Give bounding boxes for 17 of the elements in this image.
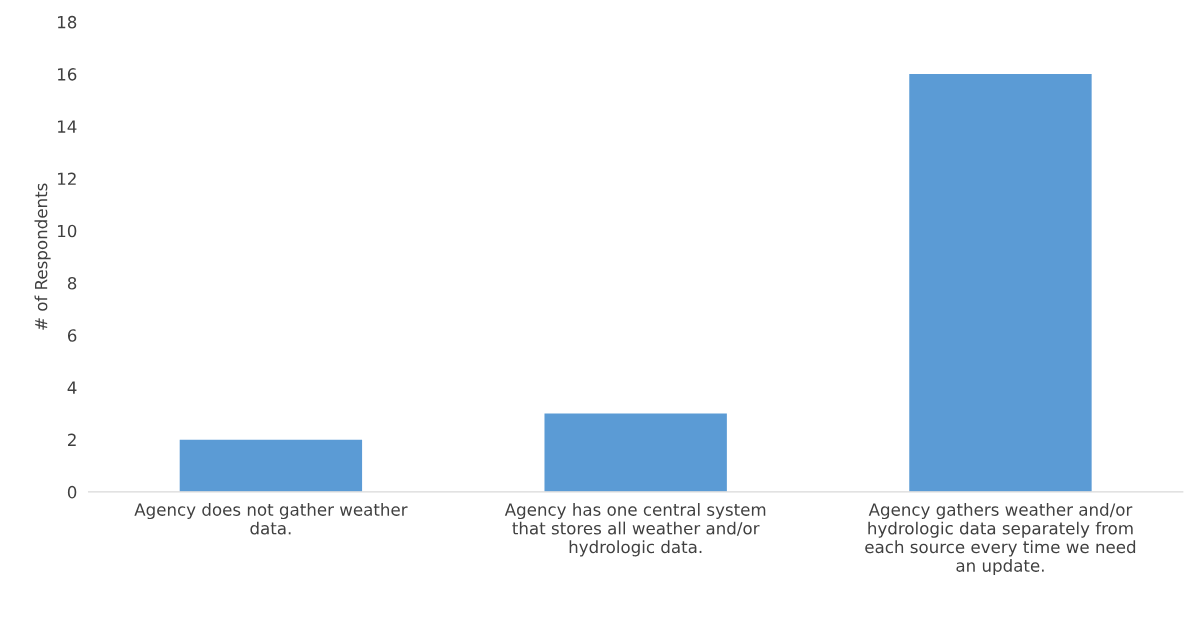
bar bbox=[179, 439, 363, 492]
y-tick-label: 2 bbox=[68, 433, 76, 446]
bar bbox=[544, 413, 727, 492]
x-tick-label: Agency gathers weather and/or hydrologic data separately from each source every time we need an update. bbox=[865, 502, 1136, 576]
bar bbox=[909, 74, 1092, 492]
y-tick-label: 14 bbox=[58, 120, 77, 133]
y-tick-label: 18 bbox=[58, 15, 77, 29]
y-tick-label: 10 bbox=[58, 224, 77, 238]
x-tick-label: Agency does not gather weather data. bbox=[134, 502, 408, 535]
y-axis-title: # of Respondents bbox=[34, 183, 51, 330]
y-tick-label: 16 bbox=[58, 68, 77, 81]
x-tick-label: Agency has one central system that stores all weather and/or hydrologic data. bbox=[504, 502, 766, 557]
y-tick-label: 0 bbox=[67, 485, 77, 499]
y-tick-label: 8 bbox=[67, 276, 77, 290]
y-tick-label: 12 bbox=[58, 172, 76, 185]
y-tick-label: 4 bbox=[67, 381, 77, 394]
y-tick-label: 6 bbox=[67, 329, 77, 342]
